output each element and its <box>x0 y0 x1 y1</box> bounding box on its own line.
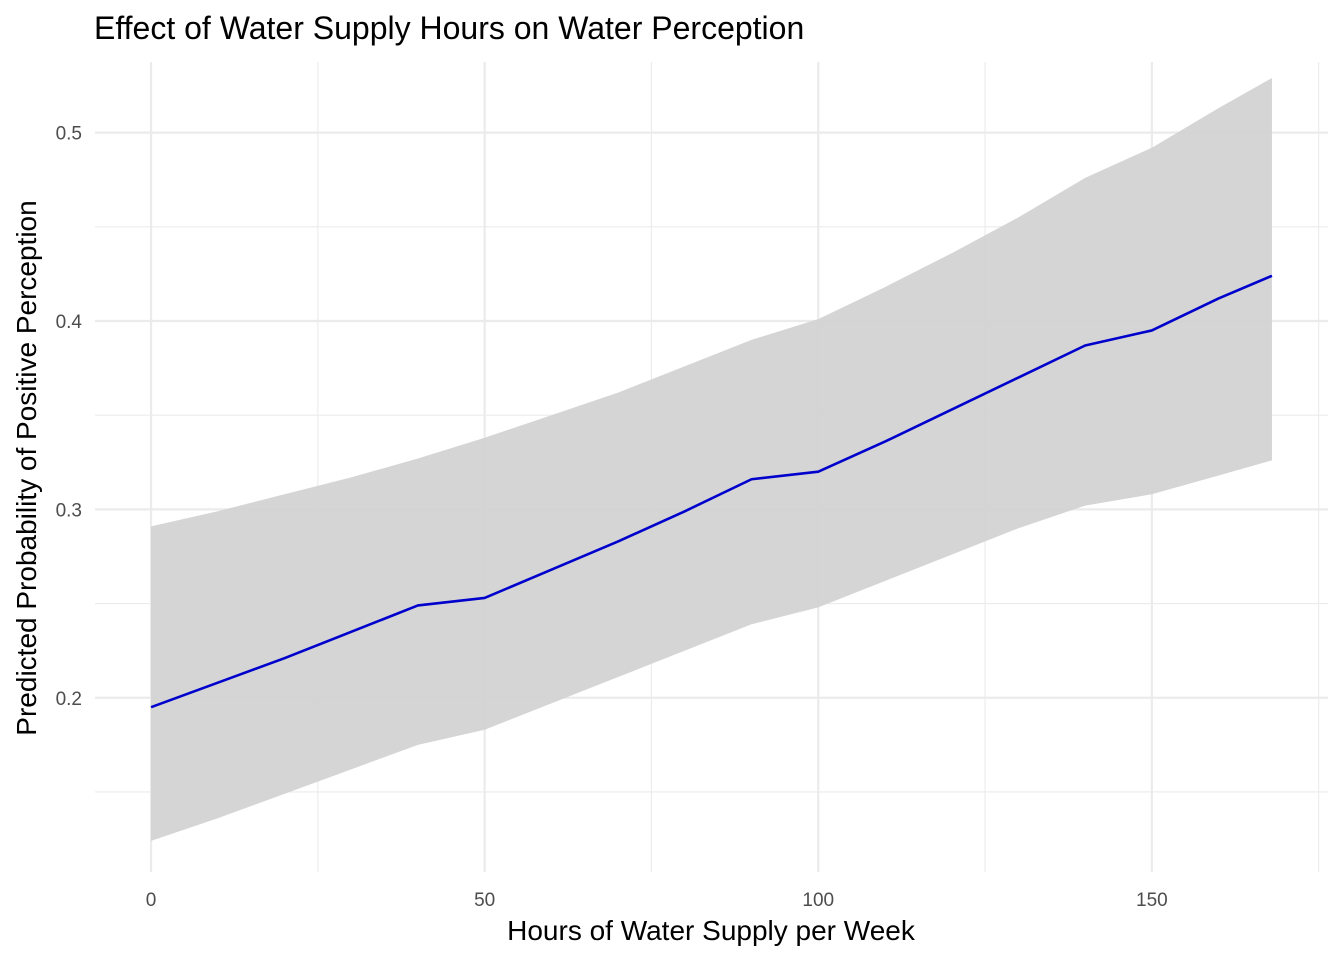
y-axis-ticks: 0.2 0.3 0.4 0.5 <box>56 124 83 710</box>
y-axis-label: Predicted Probability of Positive Percep… <box>11 200 42 735</box>
confidence-band <box>151 78 1272 841</box>
chart-title: Effect of Water Supply Hours on Water Pe… <box>94 10 804 46</box>
x-axis-label: Hours of Water Supply per Week <box>507 915 916 946</box>
x-axis-ticks: 0 50 100 150 <box>146 890 1168 911</box>
y-tick-label: 0.4 <box>56 312 83 333</box>
prediction-line <box>150 274 1273 709</box>
x-tick-label: 100 <box>802 890 834 911</box>
x-tick-label: 50 <box>474 890 495 911</box>
confidence-ribbon <box>151 78 1272 841</box>
y-tick-label: 0.3 <box>56 500 82 521</box>
y-tick-label: 0.5 <box>56 124 82 145</box>
x-tick-label: 0 <box>146 890 157 911</box>
series-line <box>150 274 1273 709</box>
y-tick-label: 0.2 <box>56 689 82 710</box>
x-tick-label: 150 <box>1136 890 1168 911</box>
